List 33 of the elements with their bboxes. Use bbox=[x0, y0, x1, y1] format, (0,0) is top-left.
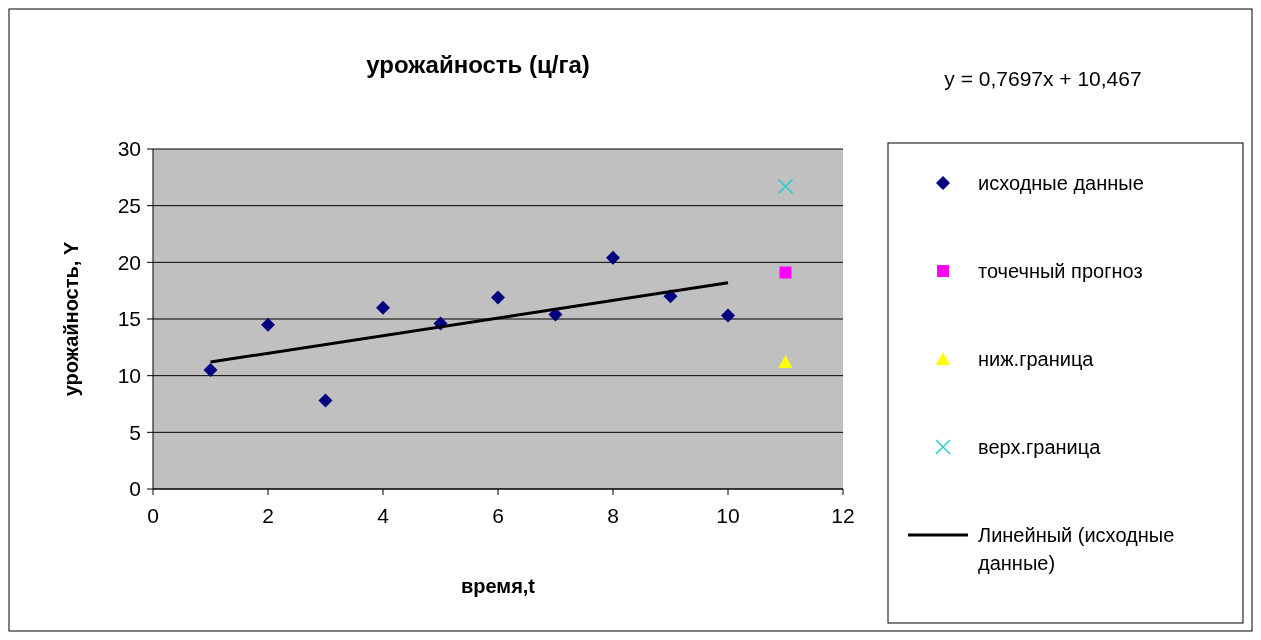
point bbox=[491, 290, 505, 305]
point bbox=[606, 250, 620, 265]
y-tick-label: 15 bbox=[117, 307, 141, 331]
x-tick-label: 0 bbox=[147, 504, 159, 527]
x-tick-label: 12 bbox=[831, 504, 855, 527]
y-tick-label: 25 bbox=[117, 194, 141, 218]
y-axis-title: урожайность, Y bbox=[60, 241, 82, 397]
x-axis-title: время,t bbox=[460, 575, 536, 597]
y-tick-label: 30 bbox=[117, 137, 141, 161]
legend-label: Линейный (исходные данные) bbox=[978, 524, 1175, 574]
point bbox=[318, 393, 333, 408]
y-tick-label: 10 bbox=[117, 364, 141, 388]
legend-label: точечный прогноз bbox=[978, 260, 1143, 282]
y-tick-label: 0 bbox=[129, 477, 141, 501]
y-tick-label: 20 bbox=[117, 250, 141, 274]
x-tick-label: 10 bbox=[716, 504, 740, 527]
point bbox=[261, 317, 275, 332]
chart-title: урожайность (ц/га) bbox=[366, 51, 590, 78]
legend-label: верх.граница bbox=[978, 436, 1102, 458]
x-tick-label: 4 bbox=[377, 504, 390, 527]
legend-label: ниж.граница bbox=[978, 348, 1095, 370]
x-tick-label: 8 bbox=[607, 504, 619, 527]
point bbox=[779, 266, 792, 279]
legend-label: исходные данные bbox=[978, 172, 1144, 194]
text: y = 0,7697x + 10,467 bbox=[944, 67, 1142, 90]
point bbox=[203, 363, 218, 377]
point bbox=[721, 308, 735, 323]
point bbox=[778, 355, 793, 369]
point bbox=[777, 178, 794, 195]
y-tick-label: 5 bbox=[129, 420, 141, 444]
x-tick-label: 2 bbox=[262, 504, 274, 527]
x-tick-label: 6 bbox=[492, 504, 504, 527]
point bbox=[376, 300, 390, 315]
